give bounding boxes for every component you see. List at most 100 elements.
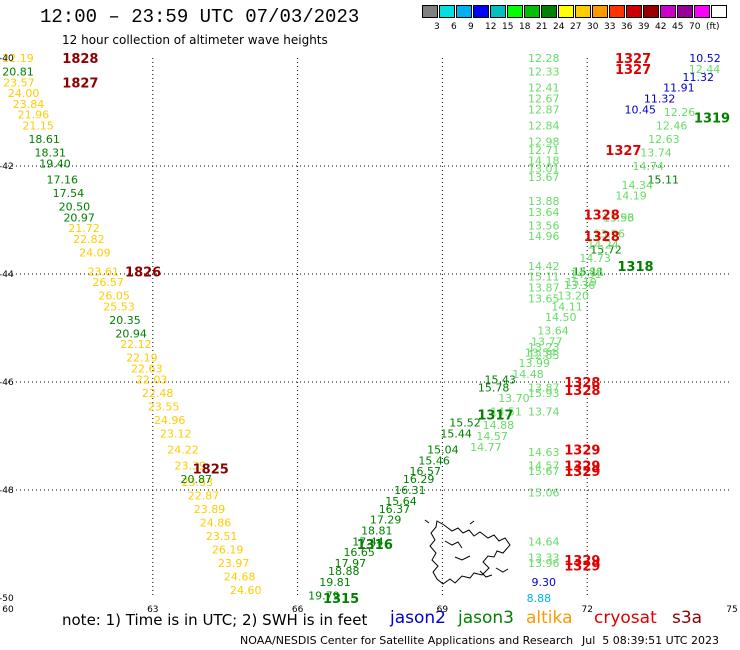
swh-value: 21.15 (22, 120, 54, 133)
swh-value: 19.79 (308, 589, 340, 602)
swh-value: 14.88 (483, 419, 515, 432)
swh-value: 13.67 (528, 171, 560, 184)
pass-time-label: 1319 (694, 111, 730, 126)
swh-value: 15.19 (565, 276, 597, 289)
swh-value: 13.64 (537, 325, 569, 338)
lat-tick-label: -46 (0, 378, 14, 388)
swh-value: 20.87 (180, 473, 212, 486)
swh-value: 14.48 (512, 368, 544, 381)
swh-value: 23.89 (194, 503, 226, 516)
swh-value: 13.88 (528, 195, 560, 208)
pass-time-label: 1827 (62, 76, 98, 91)
swh-value: 13.56 (603, 211, 635, 224)
swh-value: 12.84 (528, 120, 560, 133)
swh-value: 24.60 (230, 584, 262, 597)
swh-value: 18.81 (361, 525, 393, 538)
swh-value: 17.54 (53, 187, 85, 200)
swh-value: 24.22 (167, 444, 199, 457)
swh-value: 23.51 (206, 530, 238, 543)
swh-value: 12.71 (528, 144, 560, 157)
swh-value: 14.31 (570, 268, 602, 281)
swh-value: 22.82 (73, 233, 105, 246)
satellite-legend-altika: altika (526, 608, 573, 628)
scale-swatch (524, 5, 540, 18)
pass-time-label: 1327 (615, 52, 651, 67)
lat-tick-label: -40 (0, 54, 14, 64)
swh-value: 24.96 (154, 414, 186, 427)
pass-time-label: 1318 (617, 260, 653, 275)
swh-value: 15.64 (385, 495, 417, 508)
scale-label: 27 (570, 22, 582, 32)
lat-tick-label: -42 (0, 162, 14, 172)
swh-value: 12.63 (648, 133, 680, 146)
swh-value: 13.88 (572, 265, 604, 278)
pass-time-label: 1316 (357, 538, 393, 553)
swh-value: 9.30 (532, 576, 557, 589)
scale-swatch (473, 5, 489, 18)
swh-value: 14.73 (579, 252, 611, 265)
swh-value: 22.19 (126, 352, 158, 365)
swh-value: 23.55 (148, 400, 180, 413)
swh-value: 13.64 (528, 206, 560, 219)
pass-time-labels: 1828 1827 1826 1825 1315 1316 1317 1318 1319 1327… (62, 52, 730, 607)
swh-value: 20.35 (109, 314, 141, 327)
swh-value: 12.98 (528, 136, 560, 149)
pass-time-label: 1317 (477, 408, 513, 423)
swh-value: 12.87 (528, 103, 560, 116)
swh-value: 16.37 (379, 503, 411, 516)
swh-value: 16.57 (410, 465, 442, 478)
swh-value: 15.43 (484, 373, 516, 386)
swh-value: 17.29 (370, 514, 402, 527)
swh-value: 13.54 (525, 346, 557, 359)
scale-label: 21 (536, 22, 548, 32)
scale-label: 42 (655, 22, 667, 32)
swh-value: 22.19 (2, 52, 34, 65)
swh-value: 18.88 (328, 565, 360, 578)
swh-value: 10.45 (625, 103, 657, 116)
swh-value: 14.64 (528, 535, 560, 548)
swh-value: 22.63 (131, 363, 163, 376)
swh-value: 15.11 (528, 271, 560, 284)
scale-label: 39 (638, 22, 650, 32)
scale-swatch (575, 5, 591, 18)
swh-value: 20.97 (63, 211, 95, 224)
scale-label: 45 (672, 22, 684, 32)
swh-value: 13.74 (640, 147, 672, 160)
kerguelen-island-outline (429, 520, 511, 585)
swh-value: 14.63 (528, 446, 560, 459)
swh-value: 18.31 (34, 147, 66, 160)
swh-value: 13.33 (528, 552, 560, 565)
swh-value: 15.46 (418, 454, 450, 467)
scale-label: 33 (604, 22, 616, 32)
swh-value: 17.16 (47, 174, 79, 187)
swh-value: 14.96 (528, 230, 560, 243)
pass-time-label: 1329 (564, 554, 600, 569)
scale-swatch (592, 5, 608, 18)
scale-label: 70 (689, 22, 701, 32)
swh-value: 14.18 (528, 155, 560, 168)
scale-swatch (609, 5, 625, 18)
swh-value: 10.52 (689, 52, 721, 65)
swh-value: 22.87 (188, 489, 220, 502)
pass-time-label: 1329 (564, 444, 600, 459)
swh-value: 16.29 (403, 473, 435, 486)
swh-value: 20.50 (59, 201, 91, 214)
swh-value: 15.11 (648, 174, 680, 187)
satellite-legend-jason2: jason2 (390, 608, 446, 628)
swh-value: 12.26 (664, 106, 696, 119)
swh-value: 13.01 (528, 163, 560, 176)
swh-value: 15.67 (528, 465, 560, 478)
map-grid (8, 58, 732, 598)
pass-time-label: 1328 (564, 384, 600, 399)
swh-value: 13.96 (528, 557, 560, 570)
swh-value: 13.96 (593, 228, 625, 241)
pass-time-label: 1329 (564, 465, 600, 480)
swh-value: 12.46 (656, 120, 688, 133)
swh-value: 15.72 (590, 244, 622, 257)
scale-swatch (626, 5, 642, 18)
swh-value: 14.74 (632, 160, 664, 173)
scale-label: 15 (502, 22, 514, 32)
swh-value: 24.00 (8, 87, 40, 100)
swh-value: 14.50 (545, 311, 577, 324)
